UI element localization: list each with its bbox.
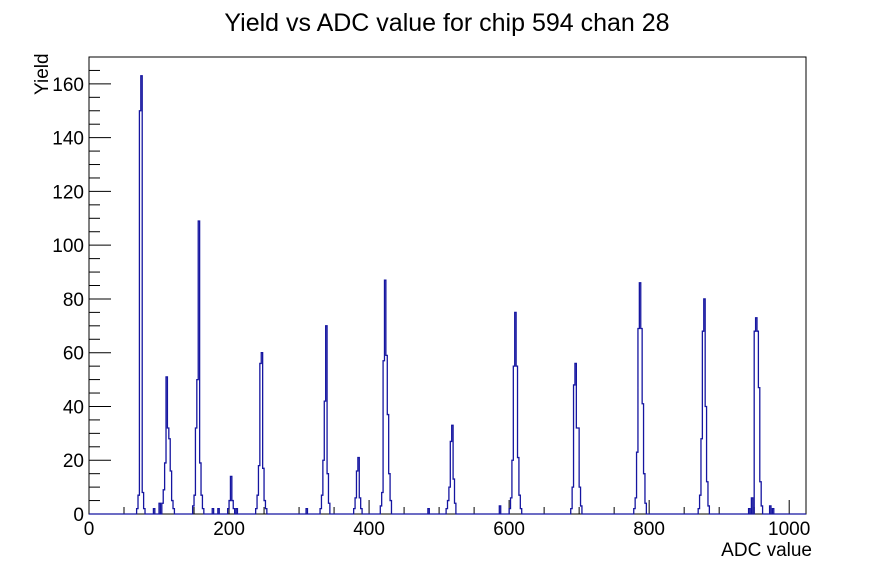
plot-frame (88, 56, 807, 515)
y-tick-label: 40 (63, 397, 84, 418)
x-tick-label: 800 (633, 519, 665, 540)
y-tick-label: 120 (52, 182, 84, 203)
x-tick-label: 200 (213, 519, 245, 540)
y-tick-label: 160 (52, 75, 84, 96)
y-tick-label: 140 (52, 129, 84, 150)
x-axis-label: ADC value (721, 540, 812, 561)
y-tick-label: 0 (73, 505, 84, 526)
axis-tick-labels: 0 200 400 600 800 1000 0 20 40 60 80 100 120 140 160 (52, 75, 810, 540)
y-tick-label: 60 (63, 344, 84, 365)
y-axis-label: Yield (32, 53, 53, 95)
x-tick-label: 0 (84, 519, 95, 540)
y-tick-label: 100 (52, 236, 84, 257)
x-tick-label: 400 (353, 519, 385, 540)
axis-ticks (88, 69, 790, 515)
chart-title: Yield vs ADC value for chip 594 chan 28 (224, 9, 669, 37)
x-tick-label: 600 (493, 519, 525, 540)
y-tick-label: 20 (63, 451, 84, 472)
x-tick-label: 1000 (768, 519, 810, 540)
y-tick-label: 80 (63, 290, 84, 311)
histogram-line (89, 75, 806, 515)
